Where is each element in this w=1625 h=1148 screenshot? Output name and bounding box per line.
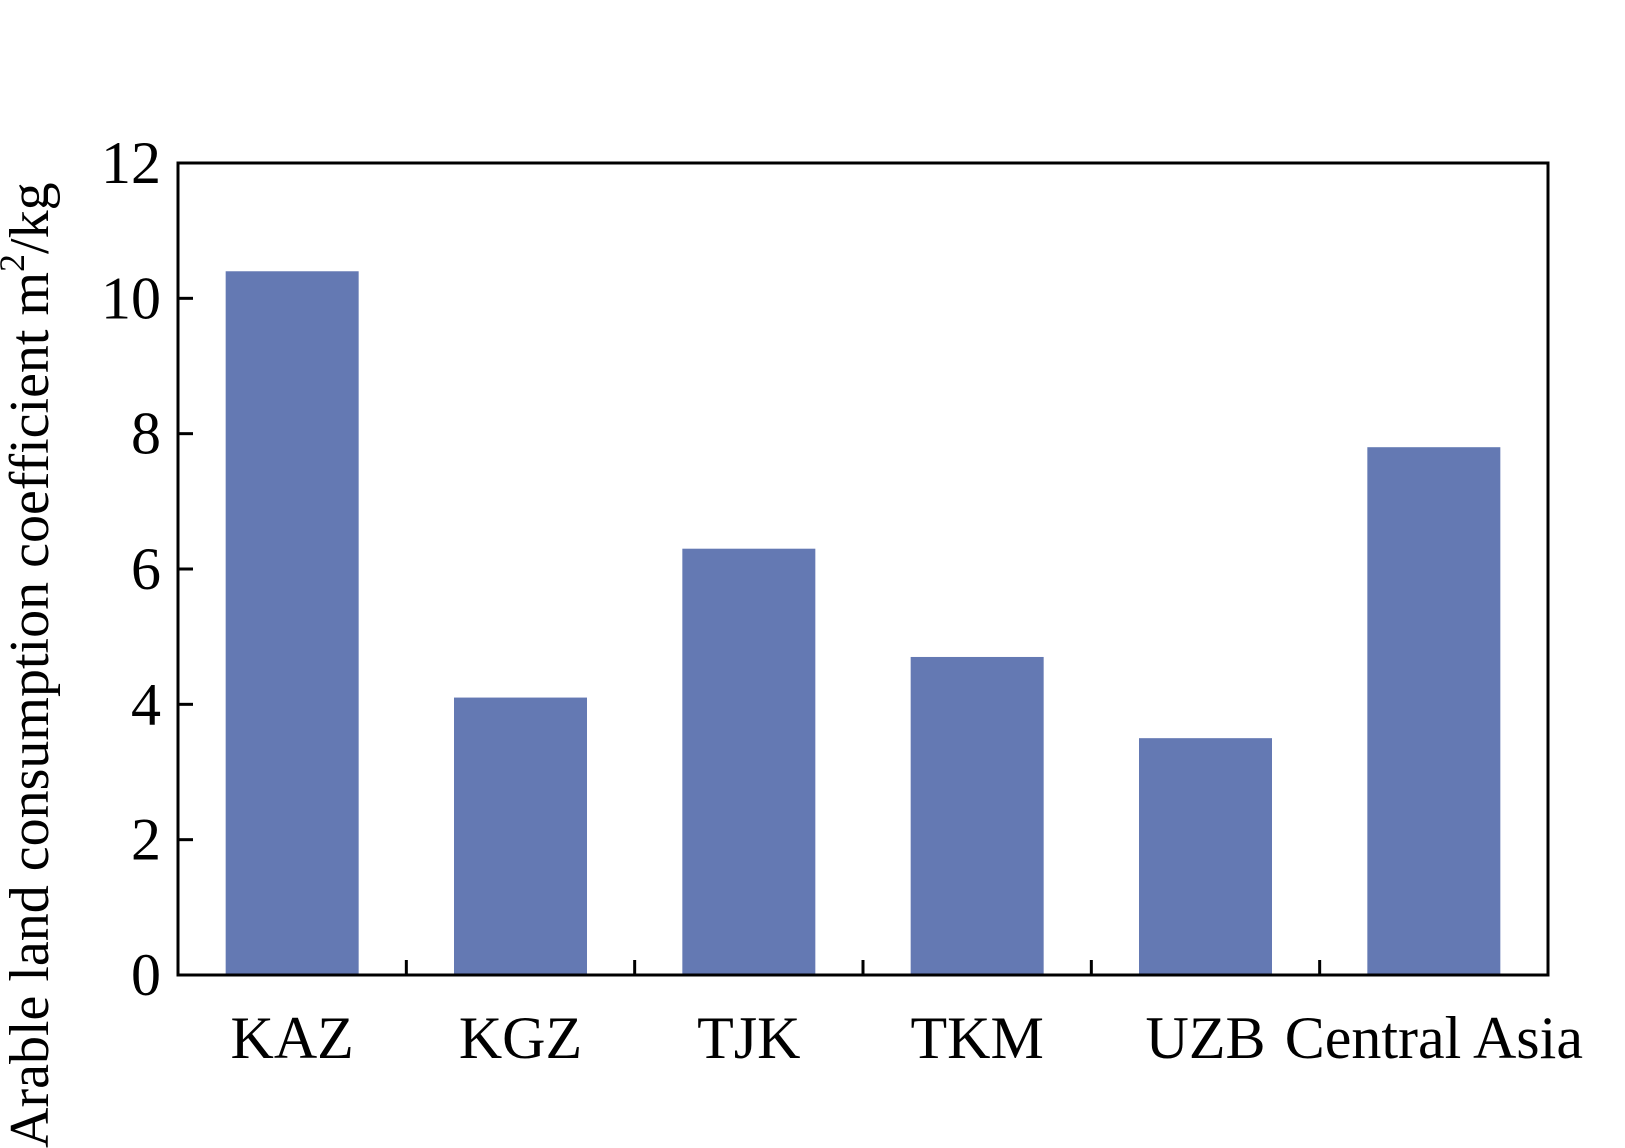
y-tick-label: 4 bbox=[131, 671, 161, 737]
bar-kgz bbox=[454, 697, 587, 975]
bar-central-asia bbox=[1367, 447, 1501, 975]
bar-tkm bbox=[910, 656, 1044, 975]
bar-tjk bbox=[682, 548, 816, 975]
y-tick-label: 0 bbox=[131, 942, 161, 1008]
y-axis-label-superscript: 2 bbox=[0, 254, 32, 272]
y-axis-label-main: Arable land consumption coefficient m bbox=[0, 272, 61, 1148]
y-axis: 0 2 4 6 8 10 12 bbox=[101, 130, 193, 1008]
y-tick-label: 12 bbox=[101, 130, 161, 196]
y-axis-label-unit: /kg bbox=[0, 182, 61, 254]
bar-kaz bbox=[225, 271, 359, 975]
y-tick-label: 2 bbox=[131, 807, 161, 873]
bars-group bbox=[225, 271, 1501, 975]
y-tick-label: 6 bbox=[131, 536, 161, 602]
x-tick-label: UZB bbox=[1146, 1005, 1266, 1071]
x-tick-label: TJK bbox=[697, 1005, 800, 1071]
x-tick-label: TKM bbox=[910, 1005, 1043, 1071]
y-axis-label: Arable land consumption coefficient m2/k… bbox=[0, 182, 61, 1148]
y-tick-label: 8 bbox=[131, 401, 161, 467]
x-tick-label: KGZ bbox=[459, 1005, 582, 1071]
bar-uzb bbox=[1139, 738, 1272, 975]
x-axis: KAZ KGZ TJK TKM UZB Central Asia bbox=[231, 960, 1583, 1071]
x-tick-label: KAZ bbox=[231, 1005, 354, 1071]
plot-frame bbox=[176, 161, 1550, 977]
y-tick-label: 10 bbox=[101, 265, 161, 331]
x-tick-label: Central Asia bbox=[1285, 1005, 1583, 1071]
